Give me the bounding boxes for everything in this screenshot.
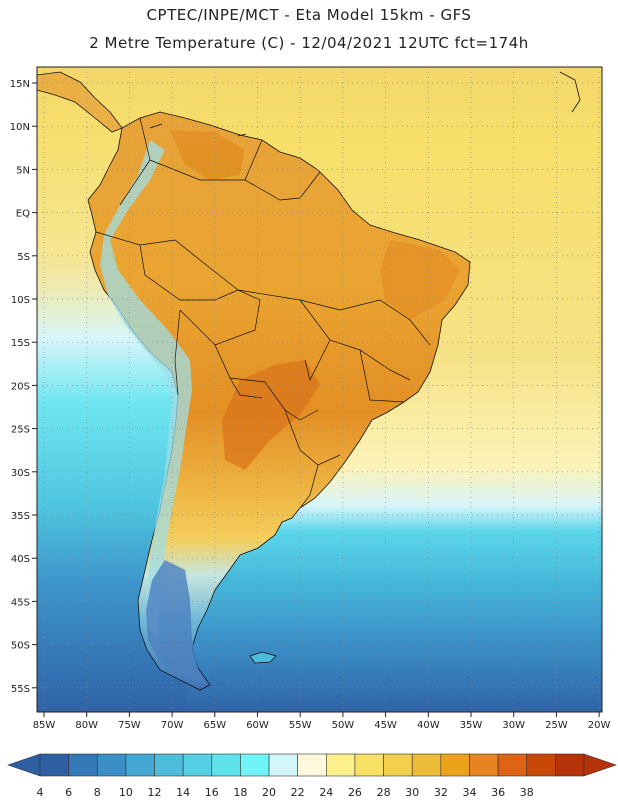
- lon-label: 55W: [289, 720, 312, 731]
- colorbar-cell: [555, 753, 585, 777]
- lat-label: EQ: [16, 209, 30, 220]
- lat-label: 30S: [11, 468, 30, 479]
- colorbar-cell: [96, 753, 127, 777]
- hot-interior-north: [170, 130, 245, 180]
- colorbar-cell: [469, 753, 499, 777]
- lon-label: 40W: [417, 720, 440, 731]
- lat-label: 15N: [10, 79, 30, 90]
- colorbar: 4 6 8 10 12 14 16 18 20 22 24 26 28 30 32 34 36 38: [7, 753, 617, 799]
- colorbar-label: 4: [37, 786, 44, 799]
- colorbar-cell: [211, 753, 241, 777]
- colorbar-cell: [154, 753, 184, 777]
- longitude-axis: 85W 80W 75W 70W 65W 60W 55W 50W 45W 40W 35W 30W 25W 2…: [33, 712, 611, 731]
- lon-label: 80W: [75, 720, 98, 731]
- colorbar-label: 24: [319, 786, 333, 799]
- lat-label: 35S: [11, 511, 30, 522]
- lon-label: 30W: [502, 720, 525, 731]
- map-frame: [36, 66, 603, 713]
- colorbar-label: 34: [462, 786, 476, 799]
- colorbar-label: 32: [434, 786, 448, 799]
- colorbar-label: 8: [94, 786, 101, 799]
- lat-label: 45S: [11, 597, 30, 608]
- lat-label: 50S: [11, 641, 30, 652]
- colorbar-label: 38: [520, 786, 534, 799]
- graticule: [37, 67, 602, 712]
- lon-label: 85W: [33, 720, 56, 731]
- lon-label: 35W: [460, 720, 483, 731]
- country-borders: [95, 117, 431, 509]
- colorbar-cell: [125, 753, 155, 777]
- colorbar-label: 26: [348, 786, 362, 799]
- lat-label: 5N: [16, 165, 30, 176]
- lon-label: 60W: [246, 720, 269, 731]
- lat-label: 20S: [11, 381, 30, 392]
- lat-label: 5S: [17, 252, 30, 263]
- colorbar-label: 28: [377, 786, 391, 799]
- lat-label: 40S: [11, 554, 30, 565]
- colorbar-cell: [268, 753, 298, 777]
- colorbar-label: 22: [291, 786, 305, 799]
- colorbar-max-arrow: [583, 753, 617, 777]
- colorbar-cell: [68, 753, 98, 777]
- patagonia-cold: [146, 560, 206, 684]
- colorbar-label: 6: [65, 786, 72, 799]
- colorbar-cell: [39, 753, 69, 777]
- colorbar-cell: [240, 753, 270, 777]
- colorbar-label: 30: [405, 786, 419, 799]
- colorbar-label: 36: [491, 786, 505, 799]
- falkland-islands: [249, 651, 277, 664]
- map-subtitle: 2 Metre Temperature (C) - 12/04/2021 12U…: [89, 34, 529, 52]
- lon-label: 45W: [374, 720, 397, 731]
- colorbar-label: 16: [205, 786, 219, 799]
- lat-label: 25S: [11, 425, 30, 436]
- lat-label: 15S: [11, 338, 30, 349]
- hot-interior-center: [222, 360, 320, 470]
- lon-label: 50W: [332, 720, 355, 731]
- lat-label: 10N: [10, 122, 30, 133]
- map-title: CPTEC/INPE/MCT - Eta Model 15km - GFS: [146, 6, 472, 24]
- colorbar-label: 12: [148, 786, 162, 799]
- colorbar-cell: [182, 753, 213, 777]
- colorbar-cell: [526, 753, 556, 777]
- lon-label: 65W: [203, 720, 226, 731]
- central-america-land: [37, 71, 123, 133]
- lat-label: 55S: [11, 684, 30, 695]
- latitude-axis: 15N 10N 5N EQ 5S 10S 15S 20S 25S 30S 35S 40S 45S 50S 5…: [10, 79, 37, 695]
- colorbar-cell: [411, 753, 442, 777]
- lon-label: 20W: [588, 720, 611, 731]
- colorbar-label: 10: [119, 786, 133, 799]
- colorbar-cell: [383, 753, 413, 777]
- andes-highlands: [100, 140, 192, 640]
- colorbar-label: 18: [233, 786, 247, 799]
- colorbar-label: 14: [176, 786, 190, 799]
- lon-label: 75W: [118, 720, 141, 731]
- lat-label: 10S: [11, 295, 30, 306]
- hot-interior-northeast: [380, 240, 460, 320]
- lon-label: 25W: [545, 720, 568, 731]
- lon-label: 70W: [161, 720, 184, 731]
- colorbar-min-arrow: [7, 753, 41, 777]
- caribbean-islands: [149, 71, 581, 137]
- colorbar-label: 20: [262, 786, 276, 799]
- colorbar-cell: [440, 753, 470, 777]
- colorbar-cell: [497, 753, 528, 777]
- colorbar-cell: [326, 753, 356, 777]
- colorbar-cell: [354, 753, 384, 777]
- colorbar-cell: [297, 753, 327, 777]
